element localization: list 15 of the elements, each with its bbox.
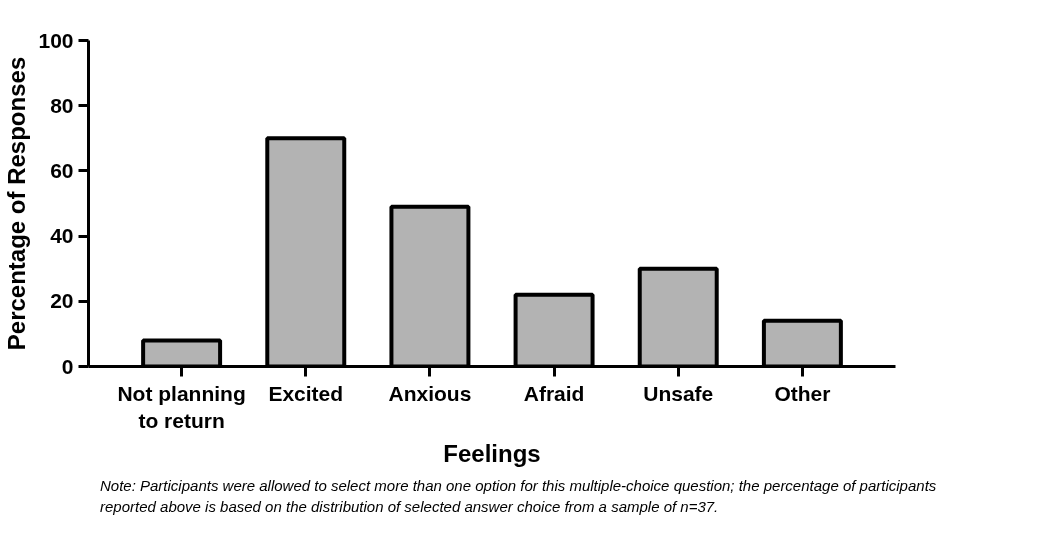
y-tick-label: 80	[50, 93, 74, 117]
x-tick-label: Other	[774, 381, 831, 405]
y-tick-label: 0	[61, 354, 74, 378]
x-tick-label: Not planning to return	[117, 381, 246, 433]
x-tick-label: Excited	[268, 381, 344, 405]
x-tick-label: Afraid	[523, 381, 585, 405]
y-axis-title: Percentage of Responses	[3, 56, 31, 351]
x-tick-label: Unsafe	[643, 381, 714, 405]
y-tick-label: 20	[50, 289, 74, 313]
y-tick-label: 100	[38, 28, 74, 52]
x-tick-label: Anxious	[388, 381, 472, 405]
text: Note: Participants were allowed to select more than one option for this multiple-choice question; the percentage of participants reported above is based on the distribution of selected answer choice from a sample of n=37.	[100, 476, 938, 518]
x-axis-title: Feelings	[443, 440, 541, 468]
y-tick-label: 40	[50, 224, 74, 248]
y-tick-label: 60	[50, 158, 74, 182]
